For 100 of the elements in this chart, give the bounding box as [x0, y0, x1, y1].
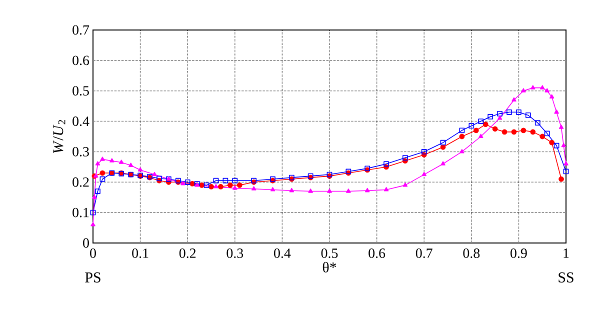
y-tick-label: 0.3 — [72, 146, 89, 156]
point — [540, 85, 545, 90]
point — [251, 186, 256, 190]
point — [554, 109, 559, 114]
point — [521, 88, 526, 92]
point — [95, 188, 100, 194]
point — [128, 162, 134, 167]
point — [511, 129, 517, 135]
point — [534, 120, 540, 126]
point — [110, 158, 114, 162]
point — [473, 128, 479, 134]
x-tick-label: 0.3 — [226, 248, 244, 258]
point — [544, 88, 550, 92]
point — [460, 149, 464, 154]
point — [402, 155, 408, 160]
point — [422, 172, 426, 176]
point — [561, 142, 566, 148]
point — [558, 124, 564, 129]
text: SS — [558, 272, 574, 282]
point — [459, 128, 465, 134]
point — [184, 179, 190, 185]
point — [227, 182, 233, 188]
point — [549, 94, 554, 98]
point — [289, 188, 294, 192]
point — [222, 178, 228, 184]
point — [208, 184, 214, 190]
x-tick-label: 0.1 — [132, 248, 148, 258]
point — [218, 184, 224, 190]
point — [440, 140, 446, 146]
point — [440, 161, 446, 166]
point — [152, 172, 157, 176]
point — [327, 188, 332, 193]
point — [199, 182, 204, 188]
point — [478, 118, 484, 124]
x-tick-label: 0 — [90, 248, 96, 258]
point — [488, 114, 494, 120]
text: PS — [85, 272, 100, 282]
point — [544, 130, 550, 136]
point — [468, 123, 474, 129]
y-tick-label: 0.1 — [72, 208, 89, 218]
point — [497, 116, 502, 120]
point — [540, 134, 546, 140]
point — [459, 134, 465, 140]
point — [138, 167, 143, 172]
point — [549, 140, 555, 146]
y-tick-label: 0 — [83, 238, 89, 248]
point — [384, 161, 389, 167]
point — [512, 97, 516, 102]
point — [308, 188, 313, 193]
point — [384, 187, 389, 192]
y-tick-label: 0.7 — [72, 25, 90, 35]
point — [270, 187, 276, 192]
point — [92, 194, 97, 199]
point — [232, 178, 238, 184]
point — [90, 222, 96, 226]
x-tick-label: 0.2 — [179, 248, 196, 258]
point — [119, 160, 124, 164]
point — [492, 126, 498, 132]
point — [506, 109, 512, 115]
point — [213, 178, 219, 184]
y-tick-label: 0.2 — [72, 177, 89, 187]
point — [482, 122, 488, 128]
point — [530, 129, 536, 135]
x-tick-label: 1 — [564, 248, 569, 258]
x-tick-label: 0.6 — [368, 248, 386, 258]
point — [554, 142, 560, 148]
point — [478, 134, 484, 138]
point — [180, 180, 186, 186]
point — [563, 168, 569, 174]
point — [204, 182, 210, 188]
point — [558, 176, 564, 182]
point — [364, 188, 370, 192]
x-axis-title: θ* — [322, 262, 336, 272]
x-tick-label: 0.5 — [321, 248, 338, 258]
y-axis-title: W/U$_{2}$ — [53, 120, 66, 154]
x-tick-label: 0.7 — [416, 248, 432, 258]
y-tick-label: 0.6 — [72, 56, 90, 66]
point — [100, 176, 106, 182]
point — [564, 161, 568, 166]
point — [346, 188, 351, 193]
point — [95, 161, 100, 166]
point — [421, 149, 427, 154]
point — [530, 85, 536, 90]
point — [497, 110, 502, 116]
point — [232, 186, 238, 190]
point — [525, 112, 531, 118]
point — [100, 170, 106, 176]
point — [520, 128, 526, 134]
x-tick-label: 0.4 — [274, 248, 291, 258]
y-tick-label: 0.4 — [72, 116, 90, 126]
point — [402, 182, 408, 187]
point — [236, 182, 242, 188]
x-tick-label: 0.9 — [510, 248, 527, 258]
point — [502, 129, 508, 135]
x-tick-label: 0.8 — [463, 248, 480, 258]
point — [100, 156, 105, 161]
point — [516, 109, 522, 115]
point — [214, 184, 218, 188]
point — [90, 210, 96, 216]
y-tick-label: 0.5 — [72, 86, 89, 96]
